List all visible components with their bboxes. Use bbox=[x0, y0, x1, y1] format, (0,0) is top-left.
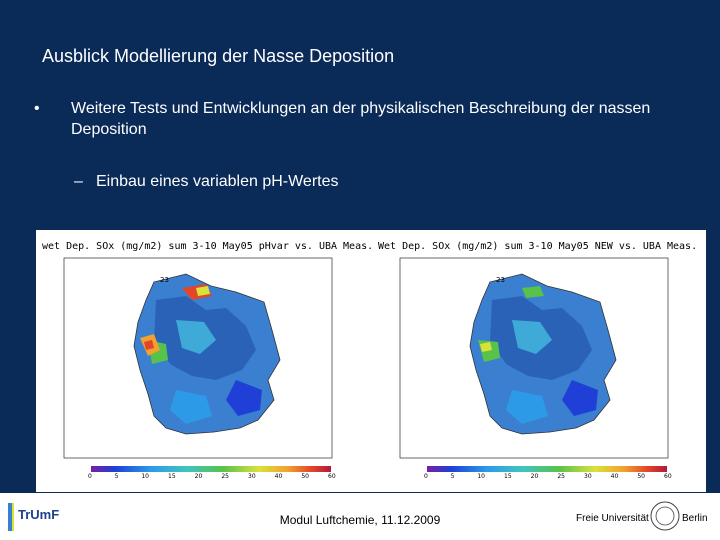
colorbar-tick: 30 bbox=[584, 473, 592, 480]
colorbar-left-ticks: 0 5 10 15 20 25 30 40 50 60 bbox=[88, 473, 336, 483]
colorbar-tick: 20 bbox=[530, 473, 539, 480]
colorbar-tick: 10 bbox=[477, 473, 485, 480]
colorbar-tick: 0 bbox=[88, 473, 92, 480]
colorbar-tick: 25 bbox=[557, 473, 565, 480]
map-right bbox=[399, 257, 669, 472]
fu-logo-text-2: Berlin bbox=[682, 513, 708, 524]
map-right-top-label: 23 bbox=[496, 276, 505, 284]
fu-seal-icon bbox=[650, 501, 680, 531]
fu-logo-text-1: Freie Universität bbox=[576, 513, 649, 524]
sub-bullet-symbol: – bbox=[74, 173, 83, 190]
bullet-text: Weitere Tests und Entwicklungen an der p… bbox=[71, 100, 651, 138]
colorbar-tick: 60 bbox=[328, 473, 336, 480]
colorbar-tick: 5 bbox=[114, 473, 119, 480]
colorbar-tick: 15 bbox=[168, 473, 176, 480]
colorbar-tick: 40 bbox=[274, 473, 283, 480]
footer: TrUmF Modul Luftchemie, 11.12.2009 Freie… bbox=[0, 493, 720, 540]
colorbar-tick: 40 bbox=[610, 473, 619, 480]
map-left-title: wet Dep. SOx (mg/m2) sum 3-10 May05 pHva… bbox=[42, 241, 374, 252]
colorbar-tick: 10 bbox=[141, 473, 149, 480]
colorbar-tick: 5 bbox=[450, 473, 455, 480]
colorbar-tick: 50 bbox=[637, 473, 645, 480]
trumf-logo: TrUmF bbox=[6, 499, 66, 535]
slide-title: Ausblick Modellierung der Nasse Depositi… bbox=[42, 46, 395, 66]
sub-bullet-text: Einbau eines variablen pH-Wertes bbox=[96, 173, 339, 190]
colorbar-tick: 0 bbox=[424, 473, 428, 480]
bullet-symbol: • bbox=[34, 100, 40, 117]
fu-berlin-logo: Freie Universität Berlin bbox=[572, 499, 712, 535]
map-left-top-label: 23 bbox=[160, 276, 169, 284]
colorbar-right-ticks: 0 5 10 15 20 25 30 40 50 60 bbox=[424, 473, 672, 483]
colorbar-tick: 20 bbox=[194, 473, 203, 480]
comparison-figure: wet Dep. SOx (mg/m2) sum 3-10 May05 pHva… bbox=[36, 230, 706, 492]
maps-graphic bbox=[63, 257, 669, 472]
map-left bbox=[63, 257, 333, 472]
colorbar-tick: 15 bbox=[504, 473, 512, 480]
colorbar-tick: 50 bbox=[301, 473, 309, 480]
footer-text: Modul Luftchemie, 11.12.2009 bbox=[279, 513, 441, 527]
colorbar-tick: 25 bbox=[221, 473, 229, 480]
colorbar-tick: 30 bbox=[248, 473, 256, 480]
map-right-title: Wet Dep. SOx (mg/m2) sum 3-10 May05 NEW … bbox=[378, 241, 698, 252]
colorbar-tick: 60 bbox=[664, 473, 672, 480]
trumf-logo-text: TrUmF bbox=[18, 507, 60, 522]
